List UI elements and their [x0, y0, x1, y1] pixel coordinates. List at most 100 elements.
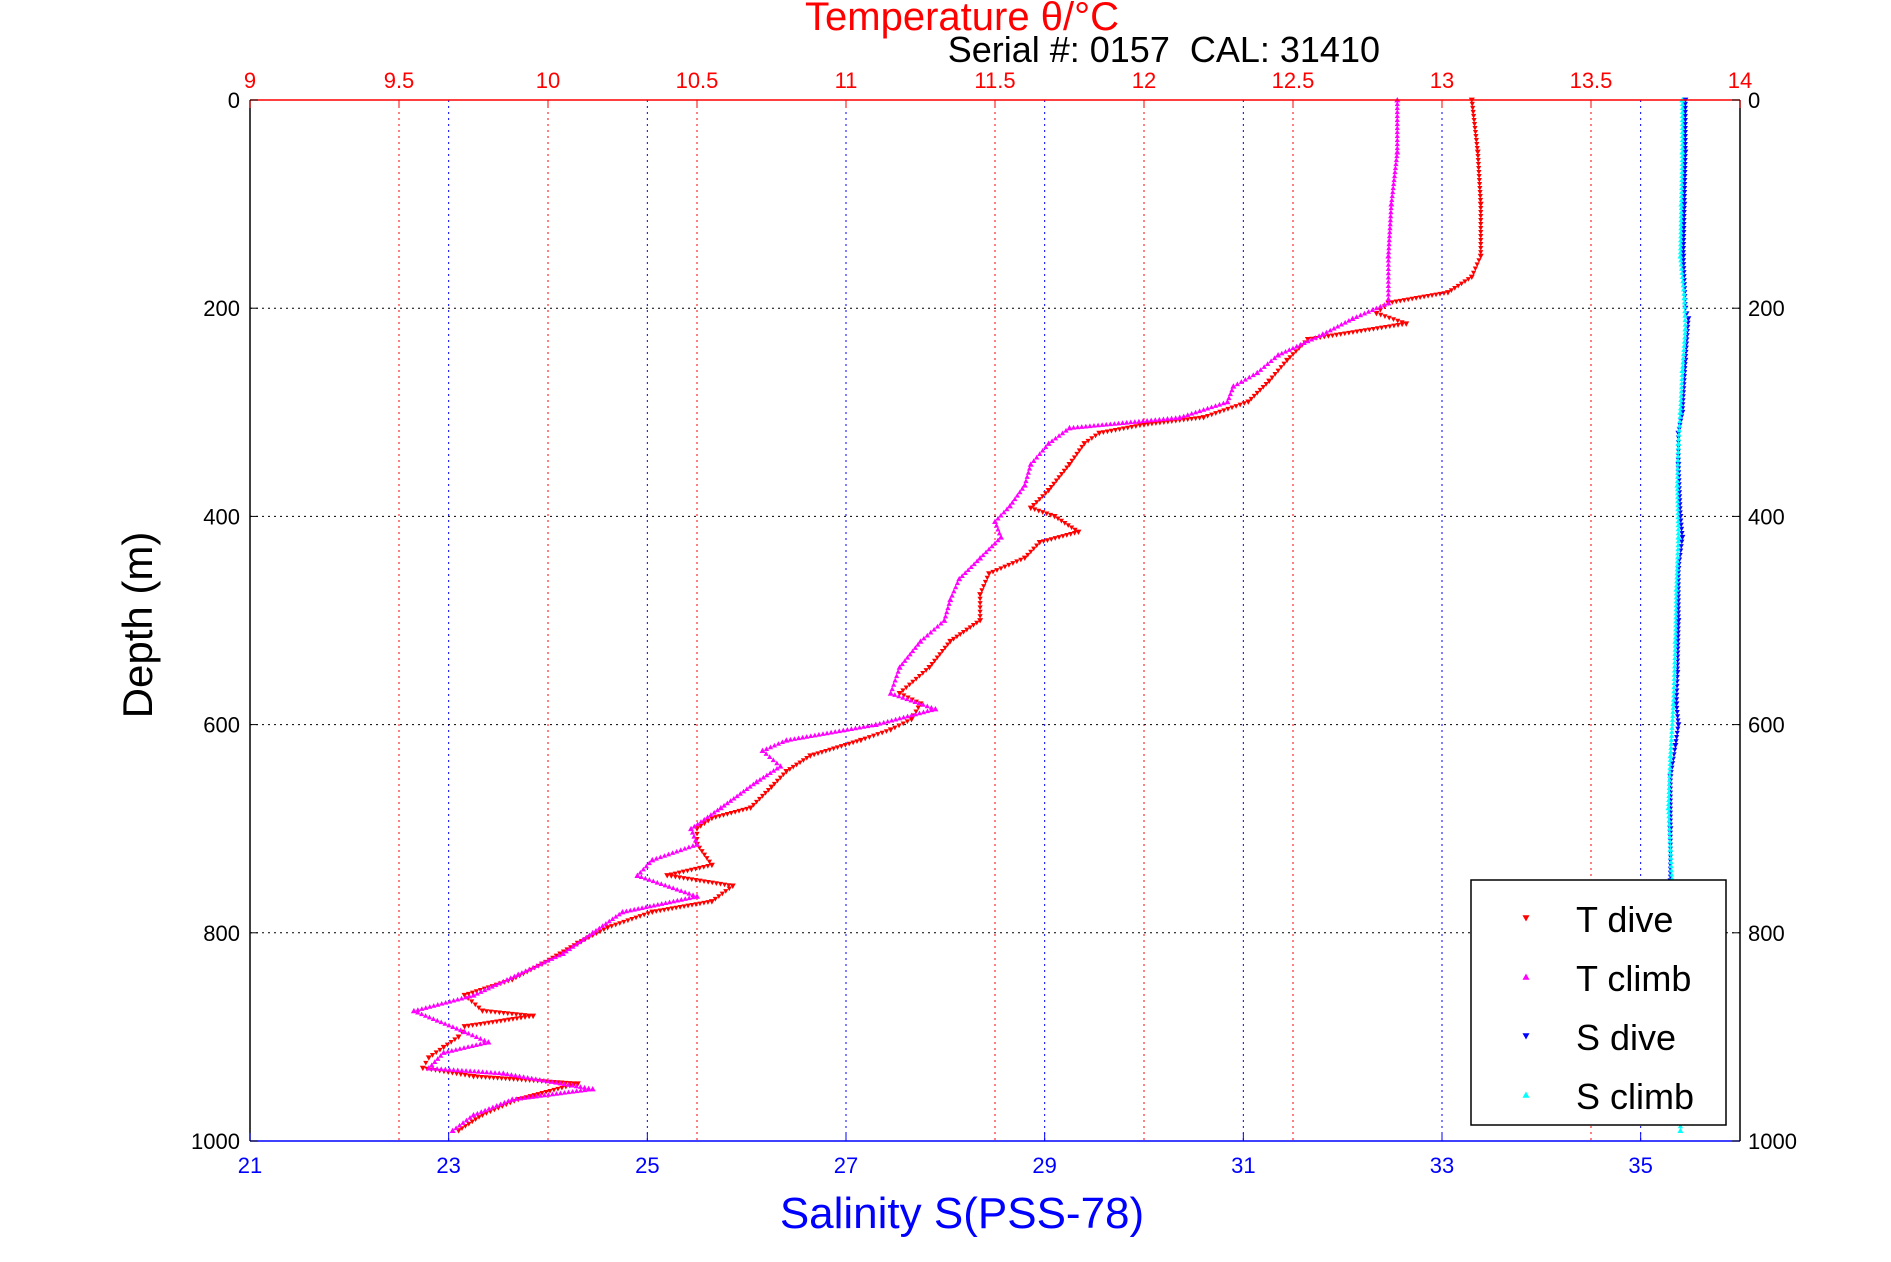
t-dive-point	[1051, 481, 1057, 487]
s-climb-point	[1668, 741, 1674, 746]
t-climb-point	[451, 997, 457, 1003]
s-climb-point	[1678, 197, 1685, 203]
t-dive-point	[990, 569, 996, 575]
t-dive-point	[970, 623, 977, 628]
t-dive-point	[1185, 417, 1191, 423]
t-dive-point	[433, 1050, 439, 1056]
t-climb-point	[1132, 419, 1138, 424]
t-climb-point	[517, 1095, 523, 1101]
t-climb-point	[473, 1034, 480, 1039]
s-climb-point	[1678, 397, 1684, 402]
t-climb-point	[959, 573, 965, 578]
s-dive-point	[1682, 182, 1688, 187]
t-climb-point	[573, 941, 579, 947]
t-dive-point	[1378, 312, 1384, 318]
t-dive-point	[425, 1055, 432, 1061]
t-climb-point	[1394, 101, 1400, 107]
depth-tick-label-left: 600	[203, 713, 240, 738]
t-climb-point	[419, 1011, 425, 1017]
t-climb-point	[1234, 381, 1240, 387]
t-climb-point	[478, 989, 484, 994]
t-dive-point	[681, 904, 687, 910]
t-dive-point	[1444, 290, 1451, 296]
s-climb-point	[1679, 161, 1685, 167]
s-dive-point	[1681, 242, 1687, 247]
t-climb-point	[771, 768, 777, 773]
t-climb-point	[954, 580, 961, 586]
s-dive-point	[1682, 157, 1688, 163]
s-dive-point	[1682, 149, 1689, 156]
t-dive-point	[777, 775, 784, 781]
s-dive-point	[1682, 169, 1688, 175]
s-climb-point	[1677, 249, 1684, 255]
t-dive-point	[964, 627, 970, 633]
t-climb-point	[481, 1037, 488, 1043]
t-dive-point	[567, 1081, 573, 1086]
t-climb-point	[1144, 417, 1150, 423]
t-climb-point	[643, 904, 649, 910]
t-dive-point	[1477, 194, 1483, 199]
t-climb-point	[485, 985, 491, 991]
t-climb-point	[904, 654, 911, 660]
s-dive-point	[1677, 506, 1683, 511]
t-climb-point	[661, 853, 668, 858]
t-climb-point	[1331, 325, 1337, 331]
t-climb-point	[763, 751, 769, 756]
s-dive-point	[1681, 210, 1687, 215]
t-climb-point	[1389, 197, 1395, 203]
s-dive-point	[1675, 598, 1682, 604]
s-climb-point	[1679, 133, 1685, 139]
t-climb-point	[557, 1080, 563, 1086]
s-climb-point	[1678, 225, 1684, 231]
s-climb-point	[1675, 518, 1681, 524]
t-dive-point	[1478, 226, 1484, 231]
t-climb-point	[747, 783, 753, 789]
t-climb-point	[1265, 361, 1271, 366]
t-climb-point	[589, 1085, 596, 1092]
t-dive-point	[1193, 416, 1199, 422]
s-climb-point	[1674, 562, 1680, 568]
depth-tick-label-right: 800	[1748, 921, 1785, 946]
t-climb-point	[1393, 161, 1399, 167]
s-climb-point	[1677, 418, 1683, 424]
t-dive-point	[1474, 149, 1481, 156]
t-climb-point	[469, 1032, 476, 1038]
t-climb-point	[764, 772, 770, 778]
s-dive-point	[1677, 514, 1684, 520]
s-dive-point	[1682, 101, 1688, 107]
t-dive-point	[1477, 198, 1484, 203]
t-climb-point	[577, 1084, 584, 1089]
t-climb-point	[438, 1066, 444, 1072]
t-dive-point	[712, 896, 718, 902]
t-climb-point	[490, 1104, 496, 1110]
s-climb-point	[1678, 401, 1684, 407]
t-climb-point	[1385, 249, 1392, 255]
data-layer	[410, 97, 1692, 1134]
t-dive-point	[1061, 468, 1067, 474]
t-climb-point	[686, 895, 692, 901]
t-dive-point	[1395, 323, 1401, 328]
temperature-tick-label: 9	[244, 68, 256, 93]
t-dive-point	[1441, 291, 1447, 296]
t-dive-point	[515, 1077, 521, 1083]
t-dive-point	[661, 907, 667, 913]
t-climb-point	[526, 966, 532, 972]
t-dive-point	[1475, 157, 1481, 163]
t-climb-point	[586, 1086, 592, 1092]
s-climb-point	[1674, 478, 1681, 484]
s-climb-point	[1667, 765, 1673, 770]
t-dive-point	[1329, 333, 1336, 339]
t-climb-point	[686, 844, 692, 850]
t-climb-point	[965, 567, 971, 573]
t-climb-point	[438, 1053, 444, 1058]
t-climb-point	[995, 515, 1001, 521]
salinity-tick-label: 35	[1628, 1153, 1652, 1178]
t-climb-point	[770, 757, 776, 763]
t-dive-point	[1465, 277, 1471, 282]
t-climb-point	[1394, 137, 1400, 143]
t-dive-point	[514, 1016, 520, 1022]
s-climb-point	[1679, 274, 1685, 280]
t-climb-point	[1087, 423, 1093, 429]
t-climb-point	[1394, 145, 1400, 151]
s-climb-point	[1674, 566, 1680, 572]
